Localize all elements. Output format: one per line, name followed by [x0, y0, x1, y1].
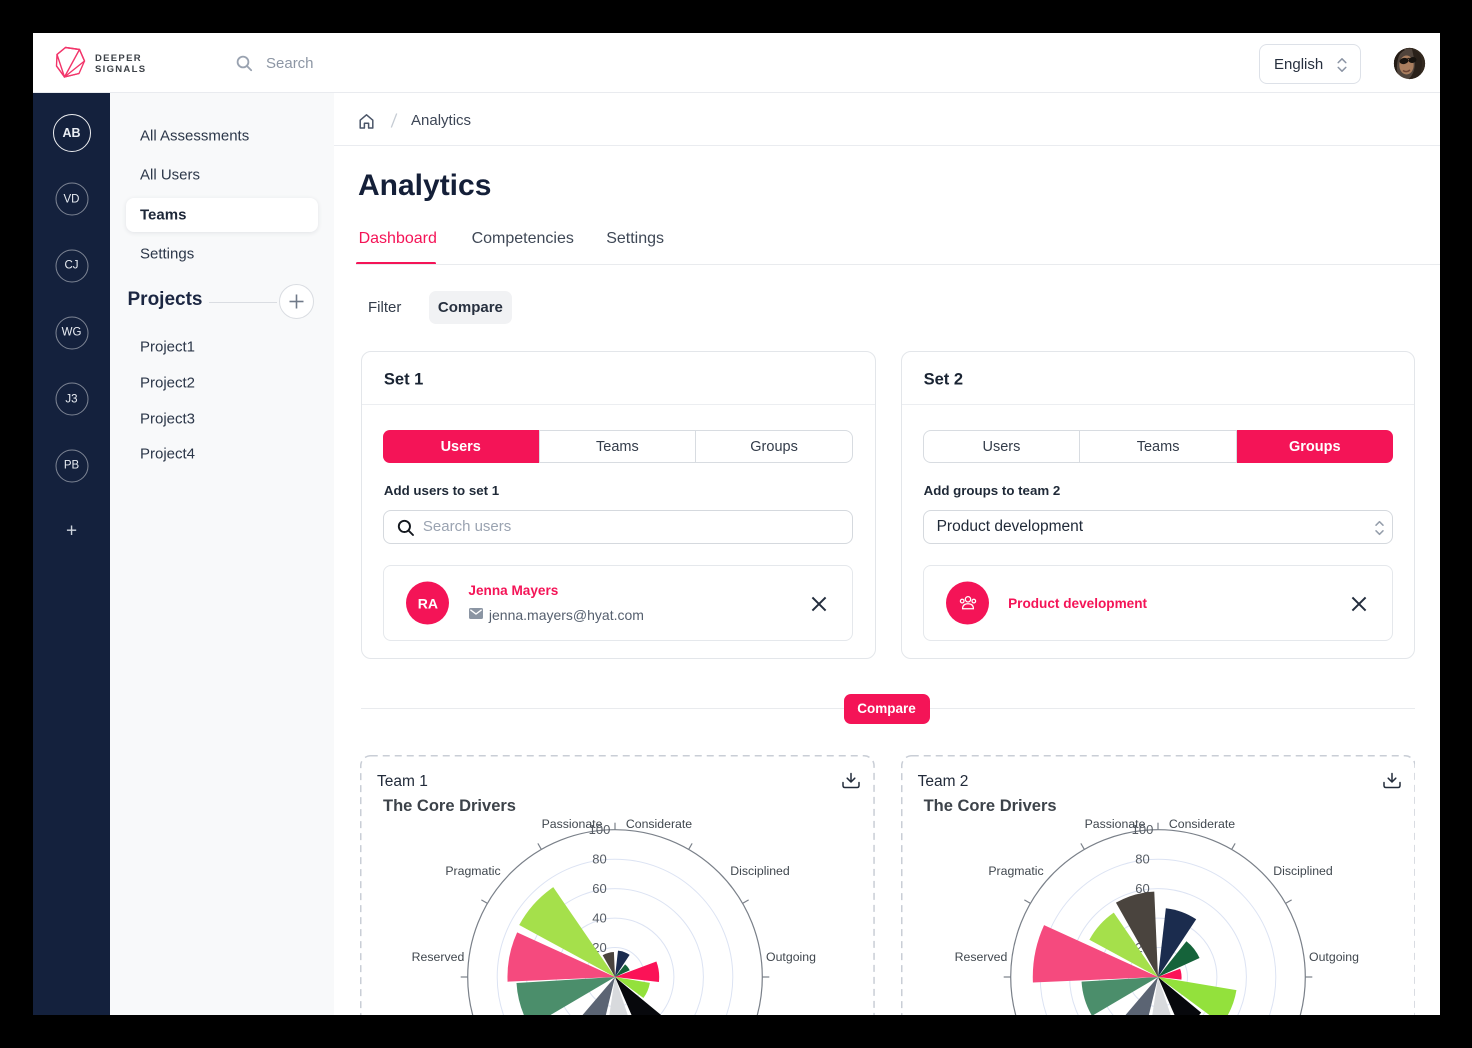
svg-text:Outgoing: Outgoing	[766, 950, 816, 964]
svg-text:Considerate: Considerate	[1169, 817, 1235, 831]
svg-text:Disciplined: Disciplined	[1273, 864, 1333, 878]
svg-text:Outgoing: Outgoing	[1309, 950, 1359, 964]
svg-text:60: 60	[1135, 881, 1149, 896]
svg-text:Disciplined: Disciplined	[730, 864, 790, 878]
svg-text:Considerate: Considerate	[626, 817, 692, 831]
svg-text:Passionate: Passionate	[1085, 817, 1146, 831]
svg-text:Pragmatic: Pragmatic	[988, 864, 1043, 878]
svg-text:100: 100	[1132, 822, 1154, 837]
svg-text:Passionate: Passionate	[542, 817, 603, 831]
svg-text:80: 80	[592, 852, 606, 867]
svg-text:Reserved: Reserved	[412, 950, 465, 964]
svg-text:Reserved: Reserved	[955, 950, 1008, 964]
svg-text:60: 60	[592, 881, 606, 896]
svg-text:80: 80	[1135, 852, 1149, 867]
svg-text:100: 100	[589, 822, 611, 837]
svg-text:40: 40	[592, 911, 606, 926]
svg-text:Pragmatic: Pragmatic	[445, 864, 500, 878]
